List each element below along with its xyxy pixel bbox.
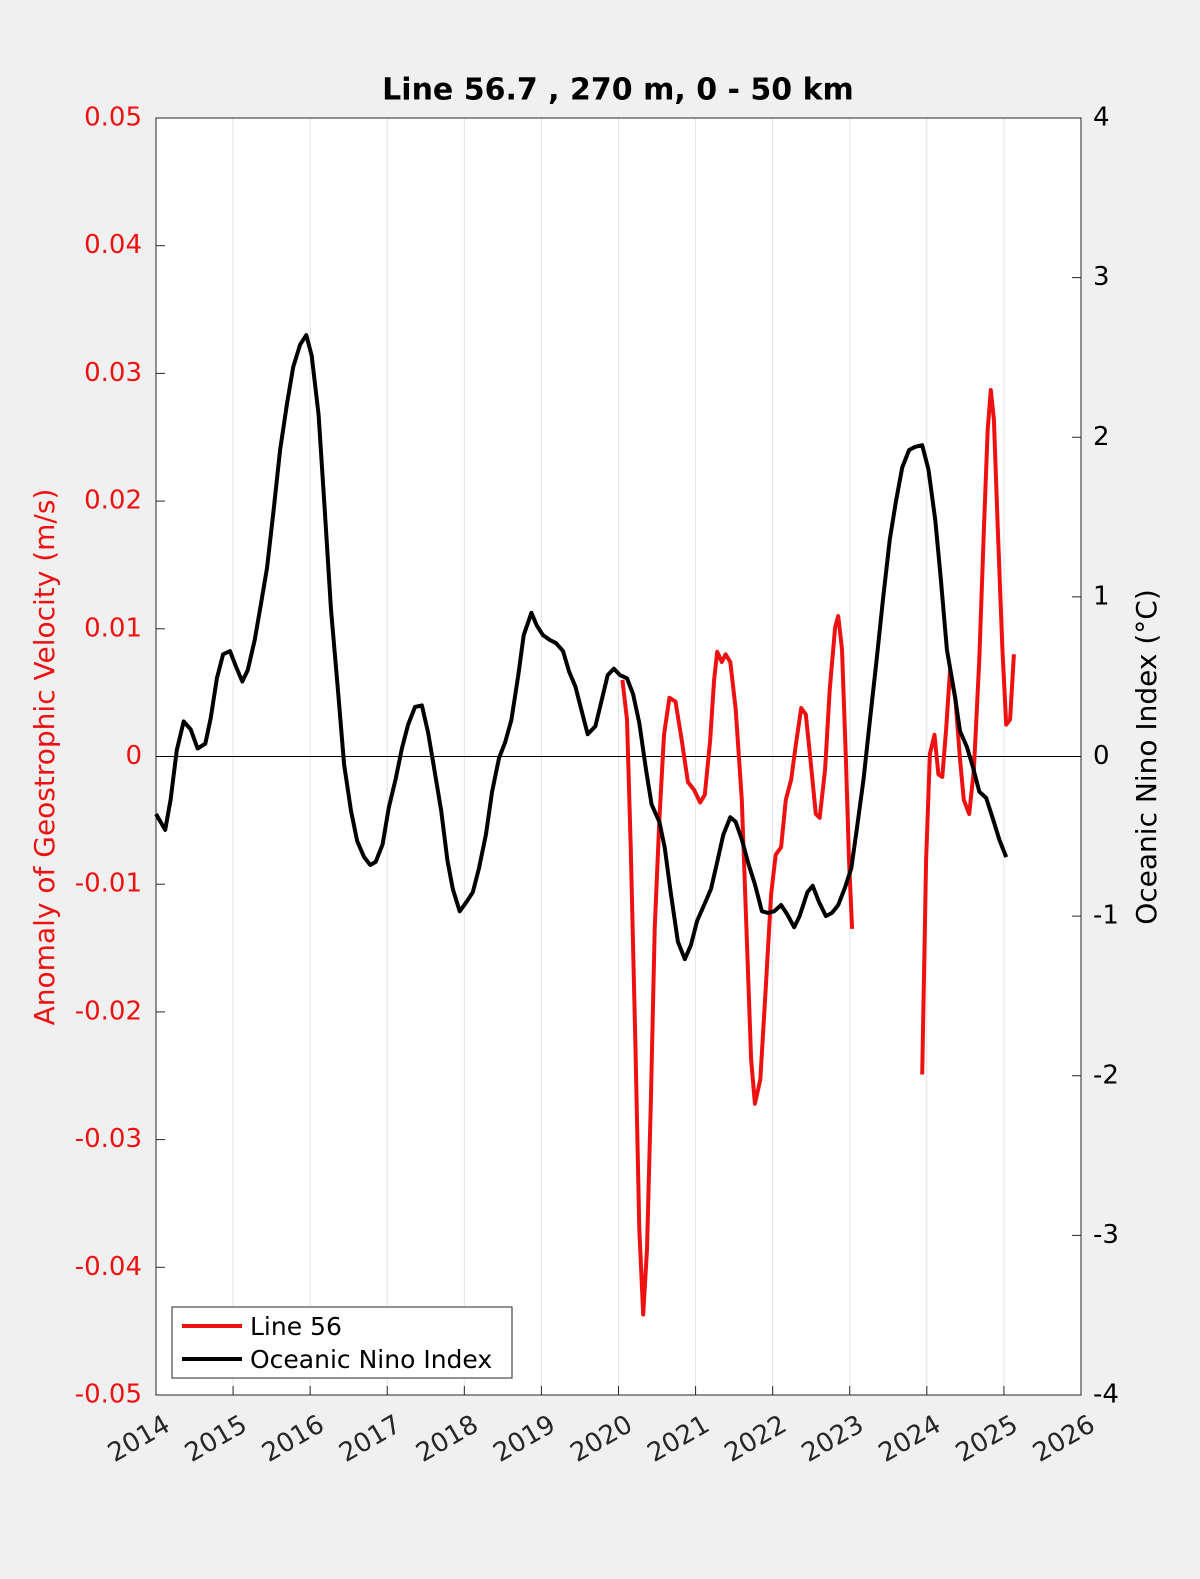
legend-box: [171, 1306, 513, 1379]
x-tick-label: 2025: [951, 1410, 1023, 1469]
y-tick-label: 0.04: [84, 230, 142, 260]
x-tick-label: 2021: [643, 1410, 715, 1469]
x-tick-label: 2023: [797, 1410, 869, 1469]
chart-title: Line 56.7 , 270 m, 0 - 50 km: [382, 73, 854, 108]
y-tick-label: -0.02: [75, 996, 142, 1026]
x-tick-label: 2020: [565, 1410, 637, 1469]
y2-tick-label: -4: [1093, 1380, 1119, 1410]
y-tick-label: -0.05: [75, 1380, 142, 1410]
x-tick-label: 2026: [1028, 1410, 1100, 1469]
y-tick-label: 0: [125, 741, 142, 771]
legend-label: Oceanic Nino Index: [250, 1345, 492, 1374]
y2-axis-label: Oceanic Nino Index (°C): [1130, 589, 1163, 925]
plot-frame: [155, 117, 1082, 1396]
y-tick-label: 0.01: [84, 613, 142, 643]
x-tick-label: 2015: [180, 1410, 252, 1469]
x-tick-label: 2017: [334, 1410, 406, 1469]
x-tick-label: 2022: [720, 1410, 792, 1469]
y2-tick-label: -2: [1093, 1060, 1119, 1090]
y-axis-label: Anomaly of Geostrophic Velocity (m/s): [28, 489, 61, 1026]
y2-tick-label: 1: [1093, 581, 1110, 611]
x-tick-label: 2018: [411, 1410, 483, 1469]
data-line: [154, 333, 1009, 962]
y2-tick-label: 3: [1093, 262, 1110, 292]
y2-tick-label: -3: [1093, 1220, 1119, 1250]
legend-label: Line 56: [250, 1312, 342, 1341]
y2-tick-label: 4: [1093, 103, 1110, 133]
y-tick-label: -0.04: [75, 1252, 142, 1282]
y-tick-label: -0.01: [75, 869, 142, 899]
y-tick-label: -0.03: [75, 1124, 142, 1154]
x-tick-label: 2019: [488, 1410, 560, 1469]
y-tick-label: 0.02: [84, 486, 142, 516]
x-tick-label: 2014: [103, 1410, 175, 1469]
y2-tick-label: 2: [1093, 422, 1110, 452]
data-line: [620, 388, 1016, 1317]
y-tick-label: 0.03: [84, 358, 142, 388]
y2-tick-label: -1: [1093, 901, 1119, 931]
x-tick-label: 2024: [874, 1410, 946, 1469]
y2-tick-label: 0: [1093, 741, 1110, 771]
y-tick-label: 0.05: [84, 103, 142, 133]
x-tick-label: 2016: [257, 1410, 329, 1469]
